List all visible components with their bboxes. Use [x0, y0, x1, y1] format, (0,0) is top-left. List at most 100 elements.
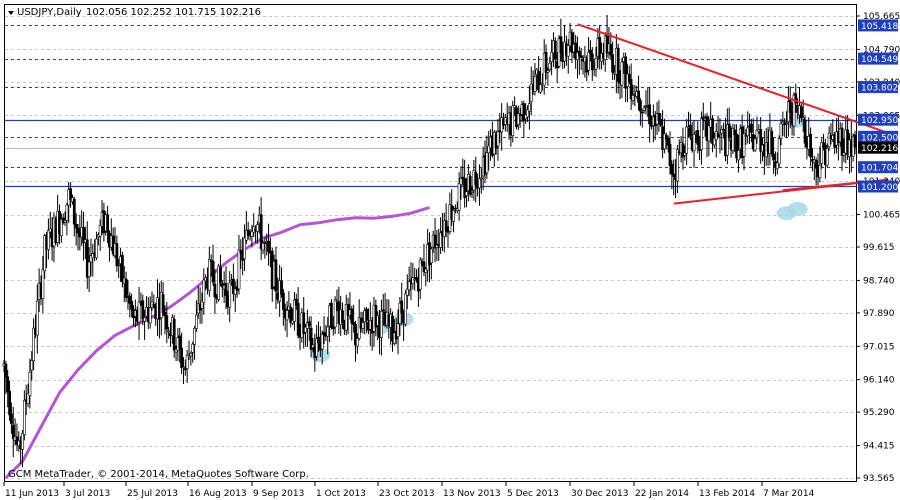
candle-134 [250, 224, 254, 248]
candle-101 [189, 351, 193, 366]
candle-13 [26, 383, 30, 408]
candle-423 [785, 111, 789, 139]
candle-132 [246, 221, 250, 240]
candle-163 [304, 323, 307, 347]
candle-234 [435, 230, 439, 261]
candle-320 [594, 46, 598, 77]
candle-139 [259, 197, 263, 260]
candle-295 [548, 56, 552, 72]
candle-217 [404, 290, 407, 327]
candle-267 [496, 118, 500, 161]
candle-247 [459, 166, 463, 200]
candle-69 [130, 293, 134, 318]
x-tick-label-7: 13 Nov 2013 [443, 489, 501, 499]
candle-75 [141, 294, 145, 326]
x-tick-label-10: 22 Jan 2014 [635, 489, 689, 499]
candle-81 [152, 294, 156, 309]
candle-89 [167, 326, 171, 339]
candle-45 [85, 221, 89, 289]
y-tick-label-5: 100.465 [863, 211, 900, 221]
candle-79 [148, 296, 152, 329]
candle-196 [365, 306, 369, 333]
candle-301 [559, 18, 563, 62]
candle-124 [232, 263, 235, 302]
candle-248 [461, 158, 465, 186]
candle-128 [239, 239, 243, 269]
candle-289 [537, 56, 541, 93]
candle-158 [294, 293, 298, 310]
candle-236 [439, 217, 443, 254]
candle-441 [818, 146, 822, 183]
candle-418 [775, 152, 779, 175]
price-label-6: 101.704 [858, 161, 898, 174]
candle-371 [688, 113, 692, 140]
y-tick-label-10: 96.140 [863, 376, 895, 386]
svg-text:105.418: 105.418 [861, 22, 898, 32]
candle-431 [799, 103, 803, 123]
candle-307 [570, 28, 574, 64]
svg-text:104.549: 104.549 [861, 55, 898, 65]
candle-375 [696, 121, 700, 154]
candle-377 [700, 111, 703, 165]
candle-223 [415, 269, 418, 283]
candle-428 [794, 83, 798, 113]
svg-text:102.500: 102.500 [861, 133, 898, 143]
candle-143 [267, 223, 270, 266]
candle-88 [165, 302, 169, 344]
candle-73 [137, 286, 141, 340]
marker-5 [787, 202, 808, 217]
candle-159 [296, 287, 300, 339]
candle-2 [6, 370, 10, 408]
candle-40 [76, 224, 80, 251]
candle-283 [526, 105, 530, 122]
x-tick-label-9: 30 Dec 2013 [571, 489, 629, 499]
candle-362 [672, 159, 676, 196]
candle-140 [261, 240, 265, 255]
candle-116 [217, 263, 221, 302]
candle-97 [182, 357, 185, 384]
candle-43 [82, 211, 86, 261]
candle-153 [285, 301, 289, 338]
candle-275 [511, 100, 515, 143]
candle-218 [405, 274, 409, 310]
svg-text:101.200: 101.200 [861, 183, 898, 193]
y-tick-label-12: 94.415 [863, 442, 895, 452]
candle-317 [589, 40, 592, 62]
candle-336 [624, 52, 628, 102]
candle-281 [522, 100, 526, 138]
candle-227 [422, 243, 426, 277]
svg-text:102.216: 102.216 [861, 144, 898, 154]
moving-average-line [4, 206, 430, 480]
candle-47 [89, 238, 93, 277]
candle-188 [350, 305, 354, 341]
candle-367 [681, 127, 685, 170]
candle-25 [48, 211, 52, 239]
candle-22 [43, 233, 47, 279]
candle-151 [281, 288, 285, 326]
time-axis: 11 Jun 2013 3 Jul 2013 25 Jul 2013 16 Aug 2… [3, 482, 815, 499]
candle-103 [193, 326, 197, 360]
candle-355 [659, 113, 663, 128]
candle-416 [772, 137, 776, 174]
x-tick-label-6: 23 Oct 2013 [379, 489, 435, 499]
candle-99 [185, 349, 189, 383]
candle-309 [574, 35, 578, 69]
candle-38 [72, 196, 76, 237]
candle-141 [263, 237, 267, 259]
candle-349 [648, 86, 652, 143]
candle-233 [433, 218, 437, 263]
candle-373 [692, 120, 696, 168]
candle-328 [609, 32, 613, 61]
candle-436 [809, 127, 813, 167]
candle-258 [479, 168, 483, 194]
candle-183 [341, 302, 344, 329]
x-tick-label-0: 11 Jun 2013 [5, 489, 59, 499]
price-labels: 105.418 104.549 103.802 102.950 102.500102.2… [858, 19, 898, 193]
x-tick-label-12: 7 Mar 2014 [763, 489, 815, 499]
candle-298 [553, 37, 557, 69]
candle-66 [124, 271, 128, 303]
candle-3 [8, 380, 12, 421]
candle-93 [174, 345, 178, 361]
